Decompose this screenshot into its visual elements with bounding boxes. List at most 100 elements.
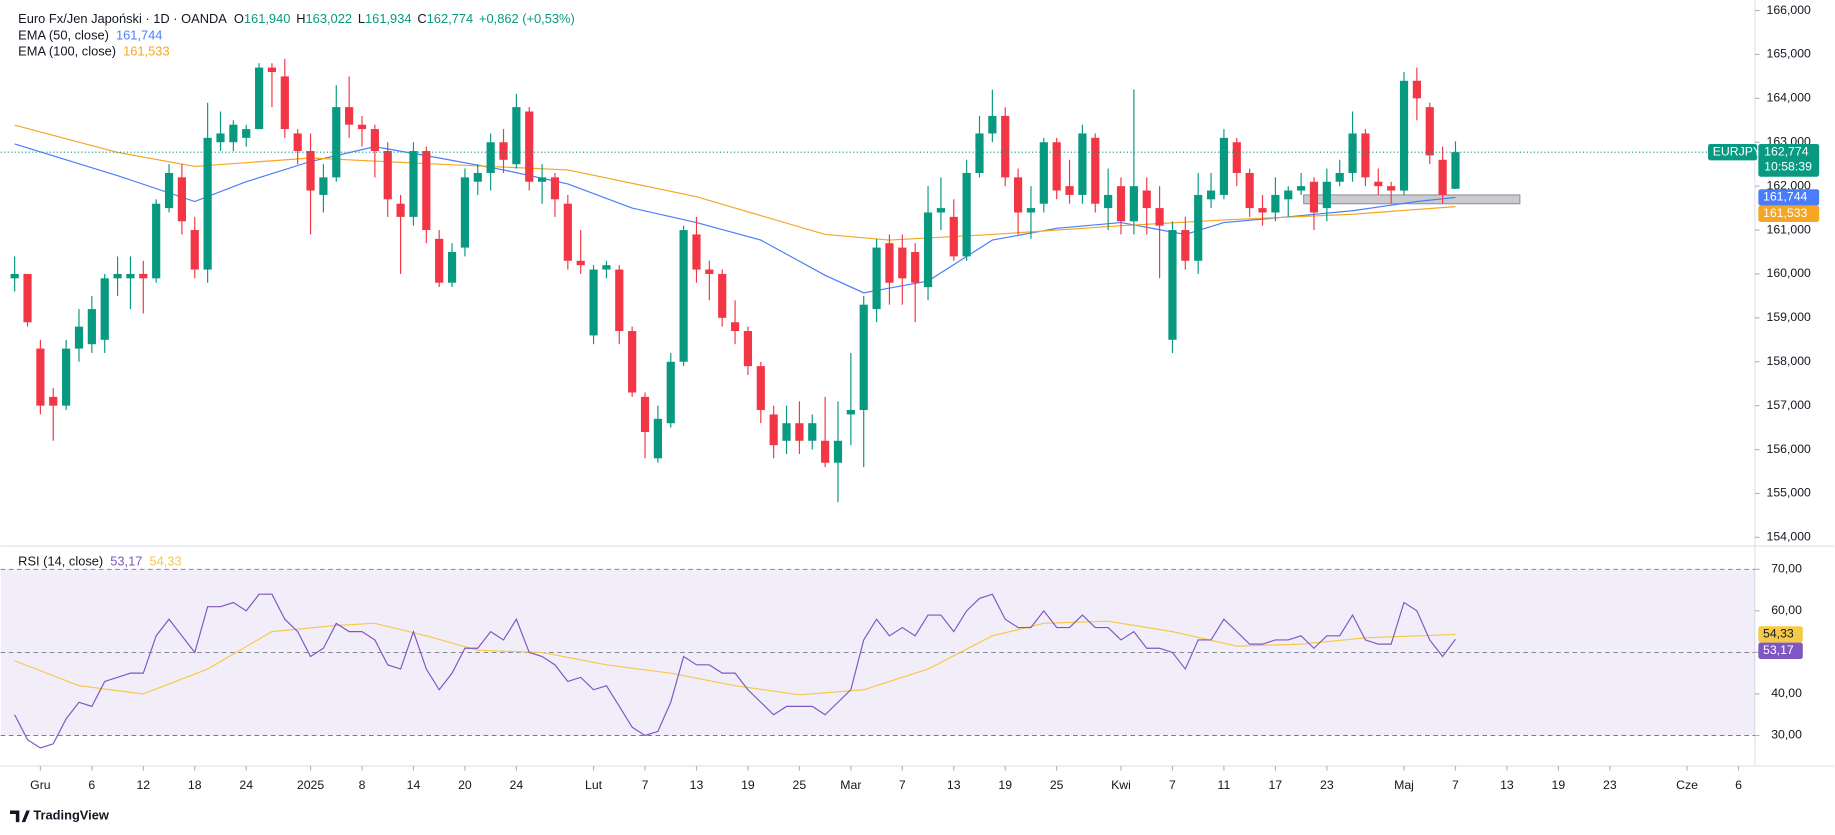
rsi-line (14, 593, 1456, 749)
candle-body (177, 177, 186, 222)
candle-body (1104, 194, 1113, 209)
candle-body (1387, 186, 1396, 191)
candle-body (280, 76, 289, 130)
y-tick-label: 159,000 (1767, 310, 1812, 324)
brand[interactable]: TradingView (9, 808, 110, 823)
x-tick-label: 25 (793, 778, 807, 792)
candle-body (1412, 80, 1421, 99)
candle-body (1013, 177, 1023, 213)
candle-body (1399, 80, 1409, 191)
candle-body (538, 177, 547, 182)
x-tick-label: 17 (1269, 778, 1283, 792)
candle-body (1284, 190, 1293, 200)
x-tick-label: Mar (840, 778, 861, 792)
x-tick-label: 2025 (297, 778, 324, 792)
ema-name: EMA (50, close) (18, 28, 109, 43)
candle-body (357, 124, 367, 130)
ema-line (14, 124, 1456, 241)
candle-body (1129, 186, 1138, 222)
brand-name: TradingView (33, 808, 110, 823)
x-tick-label: 25 (1050, 778, 1064, 792)
candle-body (1451, 152, 1460, 189)
x-tick-label: 24 (239, 778, 253, 792)
brand-logo (9, 810, 30, 823)
y-tick-label: 165,000 (1767, 47, 1812, 61)
legend-title: Euro Fx/Jen Japoński · 1D · OANDA O161,94… (18, 11, 575, 26)
ohlc-key: H (296, 11, 305, 26)
x-tick-label: 6 (88, 778, 95, 792)
candle-body (332, 107, 341, 178)
candle-body (36, 348, 45, 406)
ohlc-key: O (234, 11, 244, 26)
candle-body (190, 230, 199, 270)
candle-body (23, 273, 32, 323)
candle-body (808, 423, 817, 441)
candle-body (345, 107, 354, 125)
x-tick-label: 7 (1452, 778, 1459, 792)
candle-body (62, 348, 71, 406)
candle-body (1116, 186, 1126, 222)
rsi-label: 53,17 (1763, 643, 1794, 657)
candle-body (795, 423, 804, 441)
candle-body (1078, 133, 1087, 195)
candle-body (911, 251, 920, 283)
candle-body (113, 273, 122, 279)
candle-body (383, 151, 392, 200)
candle-body (653, 418, 662, 459)
candle-body (1232, 142, 1241, 173)
x-tick-label: 23 (1320, 778, 1334, 792)
candle-body (550, 177, 560, 200)
candle-body (1091, 137, 1100, 204)
candle-body (447, 251, 457, 283)
candle-body (563, 203, 572, 261)
candle-body (1271, 194, 1280, 213)
x-tick-label: 13 (690, 778, 704, 792)
candle-body (1348, 133, 1357, 173)
candle-body (1168, 230, 1177, 340)
candle-body (10, 273, 19, 279)
ema-price-label-box (1758, 189, 1820, 206)
y-tick-label: 158,000 (1767, 354, 1812, 368)
candle-body (705, 269, 714, 274)
candle-body (1374, 181, 1383, 187)
candle-body (139, 273, 148, 279)
zone (1303, 194, 1521, 205)
candle-body (216, 133, 225, 143)
x-tick-label: 14 (407, 778, 421, 792)
candle-body (975, 133, 984, 173)
candle-body (319, 177, 328, 195)
y-tick-label: 160,000 (1767, 266, 1812, 280)
x-tick-label: 12 (136, 778, 150, 792)
symbol: Euro Fx/Jen Japoński · 1D · OANDA (18, 11, 227, 26)
candle-body (100, 278, 109, 340)
x-tick-label: 13 (947, 778, 961, 792)
ohlc-value: 162,774 (427, 11, 473, 26)
candle-body (1039, 142, 1048, 204)
candle-body (1322, 181, 1331, 209)
candle-body (525, 111, 534, 182)
candle-body (87, 309, 96, 345)
x-tick-label: 7 (1169, 778, 1176, 792)
candle-body (1181, 230, 1190, 261)
y-tick-label: 154,000 (1767, 530, 1812, 544)
candle-body (1206, 190, 1216, 200)
candle-body (229, 124, 238, 143)
rsi-label-box (1758, 642, 1803, 659)
rsi-ma-line (14, 620, 1456, 696)
x-tick-label: 23 (1603, 778, 1617, 792)
candle-body (949, 216, 958, 257)
x-tick-label: 19 (1552, 778, 1566, 792)
candle-body (152, 203, 161, 279)
candle-body (164, 172, 174, 209)
candle-body (74, 326, 84, 349)
candle-body (602, 265, 611, 270)
candle-body (743, 331, 753, 367)
candle-body (126, 273, 135, 279)
x-tick-label: 13 (1500, 778, 1514, 792)
ohlc-value: 161,940 (244, 11, 290, 26)
rsi-ma-label: 54,33 (1763, 627, 1794, 641)
candle-body (1361, 133, 1370, 178)
candle-body (640, 396, 650, 432)
